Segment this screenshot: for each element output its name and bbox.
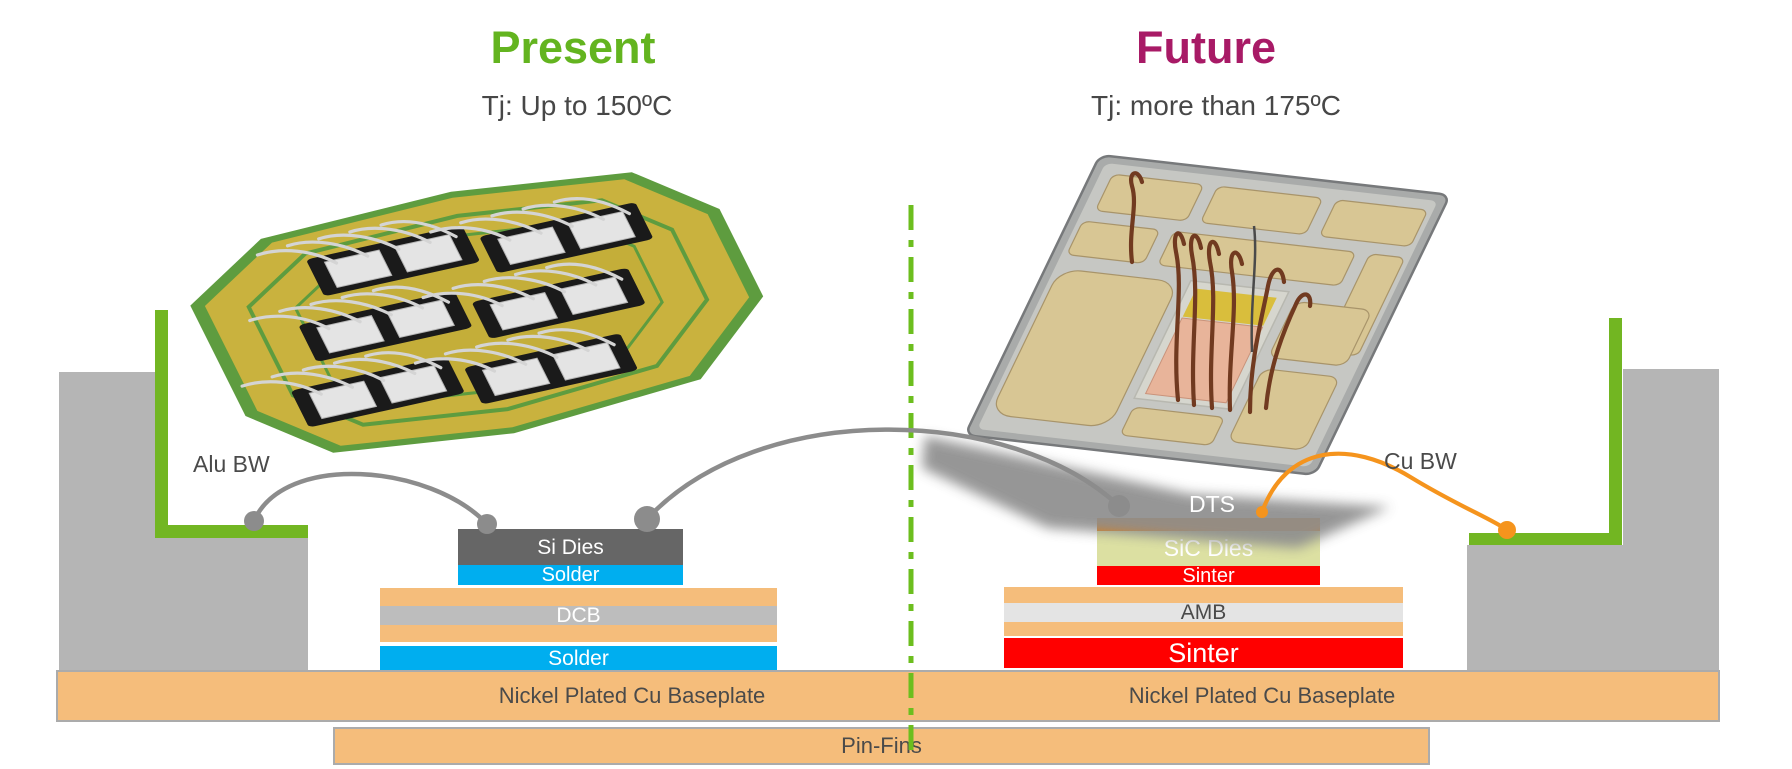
layer-dcb-copper-top (380, 588, 777, 606)
layer-amb-copper-top (1004, 587, 1403, 603)
baseplate-band: Nickel Plated Cu Baseplate Nickel Plated… (56, 670, 1720, 722)
layer-dcb: DCB (380, 605, 777, 626)
layer-solder-top: Solder (458, 565, 683, 585)
future-subtitle: Tj: more than 175ºC (1091, 90, 1341, 121)
cu-bondwire-label: Cu BW (1384, 448, 1457, 474)
dts-label: DTS (1189, 491, 1235, 517)
alu-bondwire-label: Alu BW (193, 451, 270, 477)
layer-sinter-bottom: Sinter (1004, 638, 1403, 668)
layer-dts (1097, 518, 1320, 531)
present-title: Present (490, 22, 656, 73)
layer-si-dies: Si Dies (458, 529, 683, 565)
baseplate-label-present: Nickel Plated Cu Baseplate (498, 683, 766, 708)
terminal-bracket-right-horizontal (1469, 533, 1622, 545)
present-module-photo (190, 172, 764, 453)
baseplate-label-future: Nickel Plated Cu Baseplate (1128, 683, 1396, 708)
housing-right-lower (1467, 545, 1719, 672)
future-module-photo (965, 155, 1450, 475)
pin-fins-band: Pin-Fins (333, 727, 1430, 765)
layer-amb-copper-bottom (1004, 622, 1403, 636)
sic-copper-wires (1128, 171, 1313, 415)
housing-left-lower (59, 538, 308, 672)
sic-sense-wire (1250, 225, 1257, 353)
layer-sinter-top: Sinter (1097, 566, 1320, 586)
layer-solder-bottom: Solder (380, 646, 777, 671)
terminal-bracket-left-horizontal (155, 525, 308, 538)
terminal-bracket-left-vertical (155, 310, 168, 538)
future-title: Future (1136, 22, 1276, 73)
terminal-bracket-right-vertical (1609, 318, 1622, 545)
present-subtitle: Tj: Up to 150ºC (481, 90, 673, 121)
layer-amb: AMB (1004, 602, 1403, 623)
layer-sic-dies: SiC Dies (1097, 531, 1320, 566)
alu-bondwire-long (634, 427, 1130, 532)
layer-dcb-copper-bottom (380, 625, 777, 642)
